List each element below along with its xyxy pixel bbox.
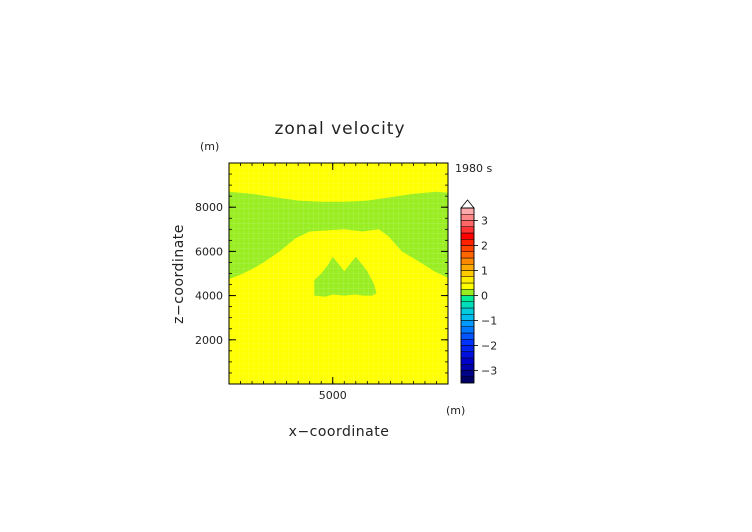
colorbar-swatch bbox=[460, 364, 475, 371]
colorbar-swatch bbox=[460, 276, 475, 284]
time-label: 1980 s bbox=[455, 162, 492, 175]
colorbar-tick-label: 0 bbox=[481, 290, 488, 303]
y-tick-label: 2000 bbox=[195, 334, 223, 347]
y-tick-label: 6000 bbox=[195, 245, 223, 258]
colorbar-swatch bbox=[460, 245, 475, 252]
colorbar-swatch bbox=[460, 251, 475, 259]
colorbar-swatch bbox=[460, 307, 475, 315]
y-axis-label: z−coordinate bbox=[171, 224, 187, 324]
colorbar-swatch bbox=[460, 220, 475, 227]
colorbar-swatch bbox=[460, 357, 475, 365]
colorbar-swatch bbox=[460, 239, 475, 246]
plot-area bbox=[228, 162, 449, 385]
colorbar-tick-label: −2 bbox=[481, 340, 497, 353]
colorbar-tick-label: 1 bbox=[481, 265, 488, 278]
colorbar-swatch bbox=[460, 282, 475, 290]
colorbar-tick-label: 2 bbox=[481, 240, 488, 253]
y-tick-label: 8000 bbox=[195, 201, 223, 214]
colorbar-swatch bbox=[460, 257, 475, 265]
colorbar-swatch bbox=[460, 301, 475, 309]
x-unit-label: (m) bbox=[446, 404, 465, 417]
colorbar-swatch bbox=[460, 214, 475, 221]
x-axis-label: x−coordinate bbox=[289, 424, 390, 440]
colorbar-swatch bbox=[460, 226, 475, 234]
colorbar-swatch bbox=[460, 370, 475, 377]
x-tick-label: 5000 bbox=[319, 389, 347, 402]
colorbar-swatch bbox=[460, 264, 475, 271]
colorbar-swatch bbox=[460, 314, 475, 321]
colorbar-swatch bbox=[460, 376, 475, 384]
colorbar-swatch bbox=[460, 345, 475, 352]
colorbar-swatch bbox=[460, 351, 475, 359]
colorbar: 3 2 1 0 −1 −2 −3 bbox=[460, 199, 497, 384]
colorbar-swatch bbox=[460, 270, 475, 277]
colorbar-swatch bbox=[460, 295, 475, 302]
contour-region-0 bbox=[229, 191, 448, 279]
colorbar-tick-label: −3 bbox=[481, 365, 497, 378]
y-unit-label: (m) bbox=[200, 140, 219, 153]
colorbar-swatch bbox=[460, 232, 475, 240]
colorbar-extend-arrow bbox=[460, 199, 475, 209]
colorbar-swatch bbox=[460, 326, 475, 334]
y-tick-label: 4000 bbox=[195, 290, 223, 303]
mesh-grid bbox=[229, 163, 448, 384]
contour-region-1 bbox=[314, 256, 377, 297]
chart-title: zonal velocity bbox=[274, 119, 405, 139]
y-axis-ticks: 2000 4000 6000 8000 bbox=[195, 201, 448, 347]
colorbar-tick-label: 3 bbox=[481, 215, 488, 228]
colorbar-swatch bbox=[460, 289, 475, 296]
colorbar-swatch bbox=[460, 339, 475, 346]
x-axis-ticks: 5000 bbox=[319, 163, 347, 402]
colorbar-swatch bbox=[460, 332, 475, 340]
colorbar-swatch bbox=[460, 320, 475, 327]
colorbar-swatch bbox=[460, 207, 475, 215]
colorbar-tick-label: −1 bbox=[481, 315, 497, 328]
